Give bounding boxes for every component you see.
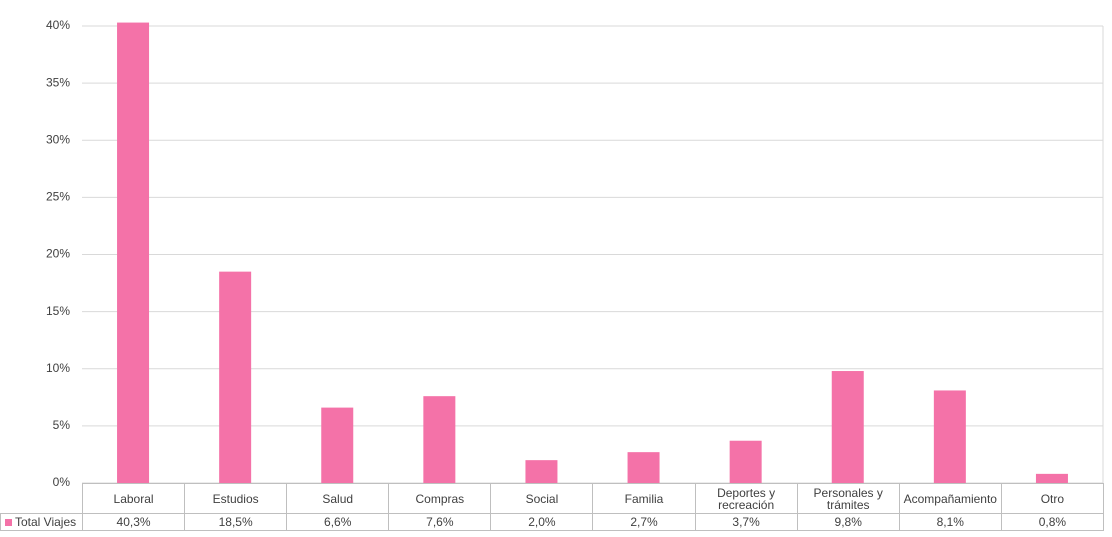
bar — [831, 371, 864, 483]
value-label: 3,7% — [694, 513, 798, 531]
value-label: 2,7% — [592, 513, 696, 531]
value-label: 7,6% — [388, 513, 492, 531]
legend-swatch — [5, 519, 12, 527]
value-label: 18,5% — [184, 513, 288, 531]
y-tick-label: 0% — [53, 475, 71, 489]
value-label: 8,1% — [898, 513, 1002, 531]
y-tick-label: 35% — [46, 75, 70, 89]
value-label: 6,6% — [286, 513, 390, 531]
y-tick-label: 15% — [46, 304, 70, 318]
y-tick-label: 10% — [46, 361, 70, 375]
category-label: Acompañamiento — [898, 483, 1002, 514]
legend-cell: Total Viajes — [0, 513, 83, 531]
category-row: Laboral Estudios Salud Compras Social Familia… — [1, 483, 1104, 514]
value-label: 40,3% — [81, 513, 186, 531]
y-tick-label: 20% — [46, 247, 70, 261]
value-label: 9,8% — [796, 513, 900, 531]
bar — [117, 22, 150, 483]
y-tick-label: 25% — [46, 190, 70, 204]
category-label: Personales y trámites — [796, 483, 900, 514]
bar — [423, 396, 456, 483]
blank-cell — [1, 484, 83, 514]
bar — [627, 452, 660, 483]
bar — [1035, 473, 1068, 483]
category-label: Familia — [592, 483, 696, 514]
value-label: 0,8% — [1000, 513, 1104, 531]
category-label: Otro — [1000, 483, 1104, 514]
data-table: Laboral Estudios Salud Compras Social Familia… — [0, 483, 1104, 531]
category-label: Deportes y recreación — [694, 483, 798, 514]
category-label: Estudios — [184, 483, 288, 514]
legend-label: Total Viajes — [15, 515, 77, 529]
category-label: Compras — [388, 483, 492, 514]
bar — [321, 407, 354, 483]
bar — [729, 440, 762, 483]
category-label: Social — [490, 483, 594, 514]
category-label: Laboral — [81, 483, 186, 514]
value-label: 2,0% — [490, 513, 594, 531]
bar — [219, 271, 252, 483]
category-label: Salud — [286, 483, 390, 514]
y-tick-label: 30% — [46, 132, 70, 146]
y-tick-label: 5% — [53, 418, 71, 432]
bar — [933, 390, 966, 483]
value-row: Total Viajes 40,3% 18,5% 6,6% 7,6% 2,0% 2,7% 3… — [0, 513, 1104, 531]
bar — [525, 460, 558, 483]
y-tick-label: 40% — [46, 18, 70, 32]
